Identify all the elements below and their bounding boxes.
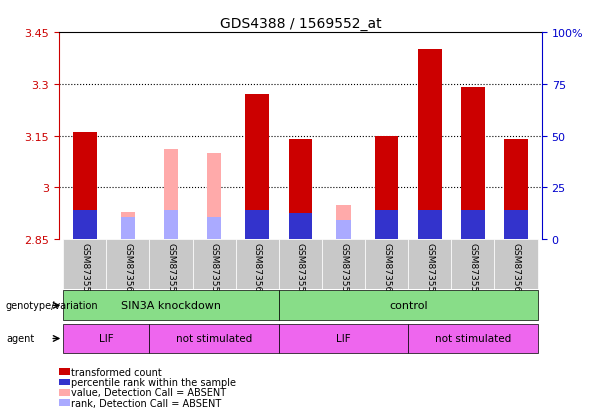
FancyBboxPatch shape (365, 240, 408, 289)
Bar (121, 212, 135, 240)
Bar (336, 205, 350, 240)
Bar (375, 210, 399, 240)
Bar (418, 210, 442, 240)
Bar (504, 140, 528, 240)
Text: SIN3A knockdown: SIN3A knockdown (121, 301, 221, 311)
Bar (73, 133, 97, 240)
Text: genotype/variation: genotype/variation (6, 301, 98, 311)
FancyBboxPatch shape (236, 240, 279, 289)
FancyBboxPatch shape (107, 240, 150, 289)
Bar (504, 210, 528, 240)
FancyBboxPatch shape (63, 291, 279, 320)
Bar (164, 210, 178, 240)
Bar (336, 221, 350, 240)
Text: GSM873559: GSM873559 (80, 242, 90, 297)
FancyBboxPatch shape (150, 324, 279, 354)
Text: GSM873560: GSM873560 (511, 242, 521, 297)
Bar (418, 50, 442, 240)
Bar (207, 217, 221, 240)
Text: GSM873554: GSM873554 (296, 242, 305, 297)
Text: GSM873563: GSM873563 (124, 242, 133, 297)
Bar (289, 140, 312, 240)
Text: control: control (389, 301, 428, 311)
Text: LIF: LIF (336, 334, 351, 344)
Bar (246, 210, 269, 240)
Text: GSM873556: GSM873556 (468, 242, 477, 297)
FancyBboxPatch shape (494, 240, 538, 289)
FancyBboxPatch shape (451, 240, 494, 289)
Text: rank, Detection Call = ABSENT: rank, Detection Call = ABSENT (71, 398, 221, 408)
FancyBboxPatch shape (408, 240, 451, 289)
FancyBboxPatch shape (322, 240, 365, 289)
FancyBboxPatch shape (63, 240, 107, 289)
Bar (73, 210, 97, 240)
Text: transformed count: transformed count (71, 367, 161, 377)
Text: GSM873555: GSM873555 (167, 242, 176, 297)
Text: percentile rank within the sample: percentile rank within the sample (71, 377, 236, 387)
Text: GSM873558: GSM873558 (210, 242, 219, 297)
Text: not stimulated: not stimulated (435, 334, 511, 344)
Text: not stimulated: not stimulated (176, 334, 252, 344)
Text: agent: agent (6, 334, 34, 344)
FancyBboxPatch shape (279, 291, 538, 320)
FancyBboxPatch shape (279, 240, 322, 289)
Bar (375, 136, 399, 240)
Bar (164, 150, 178, 240)
Bar (207, 154, 221, 240)
Bar (121, 217, 135, 240)
Text: GSM873553: GSM873553 (425, 242, 434, 297)
Text: GSM873561: GSM873561 (382, 242, 391, 297)
Bar (461, 210, 485, 240)
FancyBboxPatch shape (279, 324, 408, 354)
Text: GSM873562: GSM873562 (253, 242, 262, 297)
Text: LIF: LIF (99, 334, 114, 344)
FancyBboxPatch shape (63, 324, 150, 354)
Text: GSM873557: GSM873557 (339, 242, 348, 297)
FancyBboxPatch shape (193, 240, 236, 289)
Text: value, Detection Call = ABSENT: value, Detection Call = ABSENT (71, 387, 226, 397)
Bar (461, 88, 485, 240)
FancyBboxPatch shape (408, 324, 538, 354)
Bar (289, 214, 312, 240)
Title: GDS4388 / 1569552_at: GDS4388 / 1569552_at (220, 17, 381, 31)
Bar (246, 95, 269, 240)
FancyBboxPatch shape (150, 240, 193, 289)
